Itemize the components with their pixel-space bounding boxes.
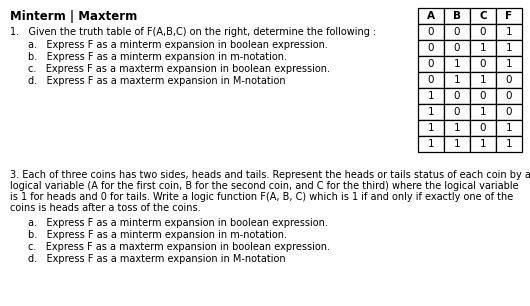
Bar	[418, 104, 444, 120]
Text: c.   Express F as a maxterm expansion in boolean expression.: c. Express F as a maxterm expansion in b…	[28, 242, 330, 252]
Text: a.   Express F as a minterm expansion in boolean expression.: a. Express F as a minterm expansion in b…	[28, 40, 328, 50]
Bar	[496, 120, 522, 136]
Text: A: A	[427, 11, 435, 21]
Bar	[470, 56, 496, 72]
Text: c.   Express F as a maxterm expansion in boolean expression.: c. Express F as a maxterm expansion in b…	[28, 64, 330, 74]
Bar	[444, 120, 470, 136]
Text: 0: 0	[506, 91, 513, 101]
Bar	[496, 40, 522, 56]
Text: d.   Express F as a maxterm expansion in M-notation: d. Express F as a maxterm expansion in M…	[28, 254, 286, 264]
Bar	[496, 104, 522, 120]
Text: 0: 0	[480, 123, 486, 133]
Text: 1: 1	[480, 139, 487, 149]
Bar	[470, 72, 496, 88]
Text: d.   Express F as a maxterm expansion in M-notation: d. Express F as a maxterm expansion in M…	[28, 76, 286, 86]
Bar	[496, 136, 522, 152]
Text: coins is heads after a toss of the coins.: coins is heads after a toss of the coins…	[10, 203, 201, 213]
Text: 0: 0	[480, 59, 486, 69]
Text: a.   Express F as a minterm expansion in boolean expression.: a. Express F as a minterm expansion in b…	[28, 218, 328, 228]
Bar	[470, 136, 496, 152]
Text: 0: 0	[454, 107, 460, 117]
Text: 0: 0	[428, 43, 434, 53]
Bar	[470, 24, 496, 40]
Text: 0: 0	[480, 91, 486, 101]
Bar	[444, 8, 470, 24]
Text: b.   Express F as a minterm expansion in m-notation.: b. Express F as a minterm expansion in m…	[28, 230, 287, 240]
Text: 1: 1	[428, 123, 434, 133]
Text: is 1 for heads and 0 for tails. Write a logic function F(A, B, C) which is 1 if : is 1 for heads and 0 for tails. Write a …	[10, 192, 513, 202]
Text: 0: 0	[454, 43, 460, 53]
Text: 0: 0	[454, 91, 460, 101]
Text: B: B	[453, 11, 461, 21]
Text: C: C	[479, 11, 487, 21]
Text: 1: 1	[454, 139, 461, 149]
Bar	[444, 72, 470, 88]
Text: 0: 0	[428, 59, 434, 69]
Text: 1: 1	[480, 75, 487, 85]
Text: 1: 1	[454, 59, 461, 69]
Text: 0: 0	[506, 75, 513, 85]
Text: 1: 1	[454, 75, 461, 85]
Bar	[418, 24, 444, 40]
Text: Minterm | Maxterm: Minterm | Maxterm	[10, 10, 137, 23]
Text: 0: 0	[480, 27, 486, 37]
Text: 1: 1	[428, 139, 434, 149]
Text: b.   Express F as a minterm expansion in m-notation.: b. Express F as a minterm expansion in m…	[28, 52, 287, 62]
Bar	[444, 88, 470, 104]
Bar	[444, 40, 470, 56]
Text: 1: 1	[428, 91, 434, 101]
Bar	[444, 56, 470, 72]
Text: 1: 1	[480, 43, 487, 53]
Bar	[496, 24, 522, 40]
Bar	[444, 24, 470, 40]
Bar	[470, 88, 496, 104]
Text: F: F	[506, 11, 513, 21]
Bar	[470, 120, 496, 136]
Text: 1: 1	[506, 59, 513, 69]
Bar	[418, 56, 444, 72]
Text: 0: 0	[428, 27, 434, 37]
Text: 1.   Given the truth table of F(A,B,C) on the right, determine the following :: 1. Given the truth table of F(A,B,C) on …	[10, 27, 376, 37]
Text: 0: 0	[506, 107, 513, 117]
Bar	[418, 136, 444, 152]
Text: 3. Each of three coins has two sides, heads and tails. Represent the heads or ta: 3. Each of three coins has two sides, he…	[10, 170, 530, 180]
Text: 1: 1	[480, 107, 487, 117]
Text: 1: 1	[506, 139, 513, 149]
Bar	[418, 72, 444, 88]
Text: 1: 1	[506, 123, 513, 133]
Bar	[496, 8, 522, 24]
Text: 1: 1	[506, 27, 513, 37]
Text: 0: 0	[428, 75, 434, 85]
Bar	[470, 8, 496, 24]
Bar	[418, 120, 444, 136]
Bar	[496, 88, 522, 104]
Bar	[496, 72, 522, 88]
Bar	[444, 104, 470, 120]
Text: 1: 1	[428, 107, 434, 117]
Bar	[418, 88, 444, 104]
Text: 1: 1	[506, 43, 513, 53]
Bar	[444, 136, 470, 152]
Bar	[470, 40, 496, 56]
Bar	[418, 40, 444, 56]
Bar	[418, 8, 444, 24]
Bar	[470, 104, 496, 120]
Bar	[496, 56, 522, 72]
Text: logical variable (A for the first coin, B for the second coin, and C for the thi: logical variable (A for the first coin, …	[10, 181, 519, 191]
Text: 1: 1	[454, 123, 461, 133]
Text: 0: 0	[454, 27, 460, 37]
